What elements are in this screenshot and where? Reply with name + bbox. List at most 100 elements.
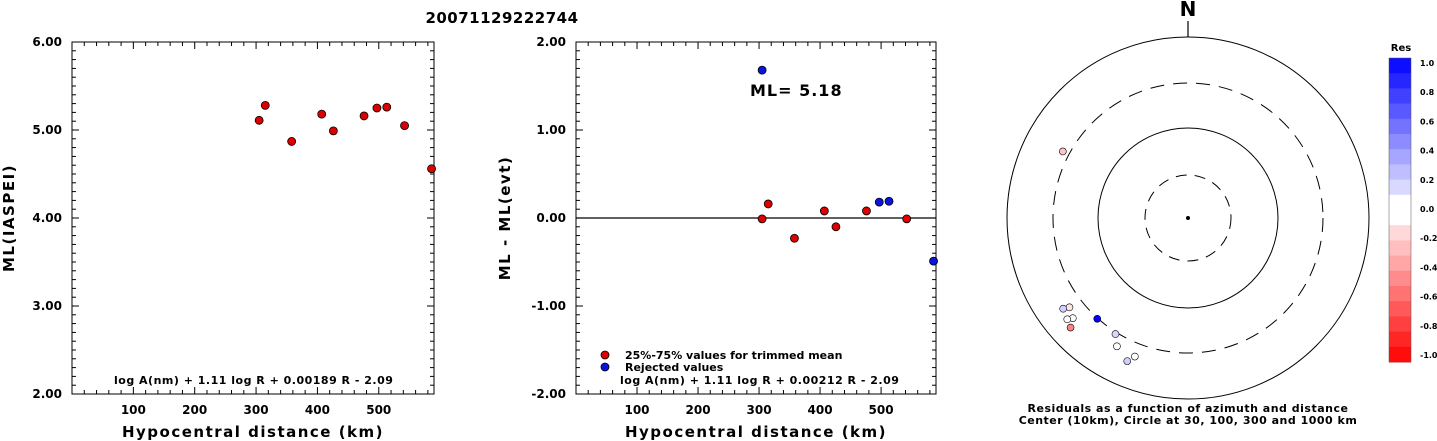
- colorbar-label: -0.6: [1420, 293, 1437, 302]
- data-point: [328, 126, 338, 136]
- data-point: [372, 103, 382, 113]
- azimuth-distance-residual-panel: N Residuals as a function of azimuth and…: [1006, 0, 1370, 427]
- data-point: [819, 206, 829, 216]
- colorbar-label: 0.8: [1420, 88, 1435, 97]
- ml-residual-vs-distance-panel: -2.00 -1.00 0.00 1.00 2.00 100 200 300 400 500 H…: [496, 35, 938, 441]
- data-point: [260, 100, 270, 110]
- x-tick-label: 300: [244, 403, 269, 417]
- colorbar-cell: [1389, 118, 1411, 135]
- y-tick-label: -1.00: [531, 299, 566, 313]
- residual-colorbar: Res 1.0 0.8 0.6 0.4 0.2 0.0 -0.2 -0.4 -0.6 -0.8 -1…: [1388, 43, 1437, 363]
- plot2-formula: log A(nm) + 1.11 log R + 0.00212 R - 2.0…: [620, 374, 899, 387]
- x-tick-label: 200: [182, 403, 207, 417]
- data-point: [831, 222, 841, 232]
- plot1-y-axis-title: ML(IASPEI): [0, 164, 18, 272]
- station-residual-points: [1059, 147, 1139, 365]
- colorbar-label: 0.4: [1420, 147, 1435, 156]
- epicenter-marker: [1186, 216, 1190, 220]
- colorbar-labels: 1.0 0.8 0.6 0.4 0.2 0.0 -0.2 -0.4 -0.6 -0.8 -1.0: [1420, 59, 1437, 360]
- ring-300km: [1052, 82, 1324, 354]
- colorbar-label: 0.0: [1420, 205, 1435, 214]
- station-point: [1063, 315, 1072, 324]
- plot1-x-tick-labels: 100 200 300 400 500: [121, 403, 391, 417]
- colorbar-cell: [1389, 194, 1411, 211]
- rejected-point: [929, 256, 938, 266]
- colorbar-title: Res: [1391, 43, 1411, 54]
- station-point: [1113, 342, 1121, 351]
- colorbar-cell: [1389, 103, 1411, 120]
- x-tick-label: 300: [747, 403, 772, 417]
- rejected-point: [757, 65, 767, 75]
- y-tick-label: 0.00: [536, 211, 566, 225]
- y-tick-label: 4.00: [32, 211, 62, 225]
- colorbar-cell: [1389, 58, 1411, 74]
- plot2-y-axis-title: ML - ML(evt): [496, 156, 514, 280]
- plot1-x-axis-title: Hypocentral distance (km): [122, 423, 384, 441]
- colorbar-label: -0.4: [1420, 263, 1437, 272]
- colorbar-label: 1.0: [1420, 59, 1435, 68]
- x-tick-label: 500: [869, 403, 894, 417]
- colorbar-label: -1.0: [1420, 351, 1437, 360]
- colorbar-cell: [1389, 240, 1411, 257]
- colorbar-cell: [1389, 270, 1411, 287]
- colorbar-frame: [1388, 57, 1412, 363]
- station-point: [1065, 303, 1074, 312]
- data-point: [382, 102, 392, 112]
- colorbar-cell: [1389, 331, 1411, 348]
- rejected-point: [874, 197, 884, 207]
- y-tick-label: 6.00: [32, 35, 62, 49]
- x-tick-label: 500: [366, 403, 391, 417]
- plot2-points: [757, 65, 938, 266]
- colorbar-cell: [1389, 346, 1411, 363]
- plot1-ticks: [72, 42, 434, 394]
- data-point: [427, 164, 436, 174]
- y-tick-label: 1.00: [536, 123, 566, 137]
- colorbar-cell: [1389, 73, 1411, 89]
- rejected-point: [884, 196, 894, 206]
- plot2-x-axis-title: Hypocentral distance (km): [625, 423, 887, 441]
- colorbar-label: -0.2: [1420, 234, 1437, 243]
- plot1-y-tick-labels: 2.00 3.00 4.00 5.00 6.00: [32, 35, 62, 401]
- ring-30km: [1144, 174, 1232, 262]
- station-point: [1111, 330, 1120, 338]
- station-point: [1059, 304, 1067, 313]
- colorbar-cell: [1389, 88, 1411, 105]
- y-tick-label: 2.00: [32, 387, 62, 401]
- ml-event-annotation: ML= 5.18: [750, 81, 843, 100]
- north-label: N: [1180, 0, 1197, 21]
- data-point: [862, 206, 871, 216]
- y-tick-label: 3.00: [32, 299, 62, 313]
- ring-100km: [1097, 127, 1279, 309]
- plot1-frame: [71, 41, 435, 395]
- colorbar-cell: [1389, 316, 1411, 333]
- colorbar-cell: [1389, 179, 1411, 196]
- colorbar-cell: [1389, 255, 1411, 272]
- colorbar-cell: [1389, 149, 1411, 165]
- plot2-y-tick-labels: -2.00 -1.00 0.00 1.00 2.00: [531, 35, 566, 401]
- plot2-ticks: [576, 42, 936, 394]
- colorbar-cell: [1389, 134, 1411, 150]
- y-tick-label: -2.00: [531, 387, 566, 401]
- ring-1000km: [1006, 36, 1370, 400]
- plot2-x-tick-labels: 100 200 300 400 500: [624, 403, 893, 417]
- colorbar-cells: [1389, 58, 1411, 363]
- event-id: 20071129222744: [425, 9, 578, 27]
- station-point: [1066, 323, 1075, 332]
- colorbar-label: 0.2: [1420, 176, 1434, 185]
- colorbar-cell: [1389, 225, 1411, 241]
- legend-accepted-label: 25%-75% values for trimmed mean: [625, 349, 842, 362]
- colorbar-label: -0.8: [1420, 322, 1437, 331]
- polar-caption-line2: Center (10km), Circle at 30, 100, 300 an…: [1019, 414, 1358, 427]
- y-tick-label: 5.00: [32, 123, 62, 137]
- data-point: [317, 109, 327, 119]
- colorbar-cell: [1389, 286, 1411, 302]
- colorbar-cell: [1389, 164, 1411, 181]
- legend-rejected-label: Rejected values: [625, 361, 724, 374]
- station-point: [1131, 352, 1139, 361]
- colorbar-cell: [1389, 301, 1411, 317]
- station-point: [1093, 314, 1102, 323]
- data-point: [790, 233, 799, 243]
- data-point: [359, 111, 369, 121]
- x-tick-label: 400: [808, 403, 833, 417]
- plot1-formula: log A(nm) + 1.11 log R + 0.00189 R - 2.0…: [114, 374, 393, 387]
